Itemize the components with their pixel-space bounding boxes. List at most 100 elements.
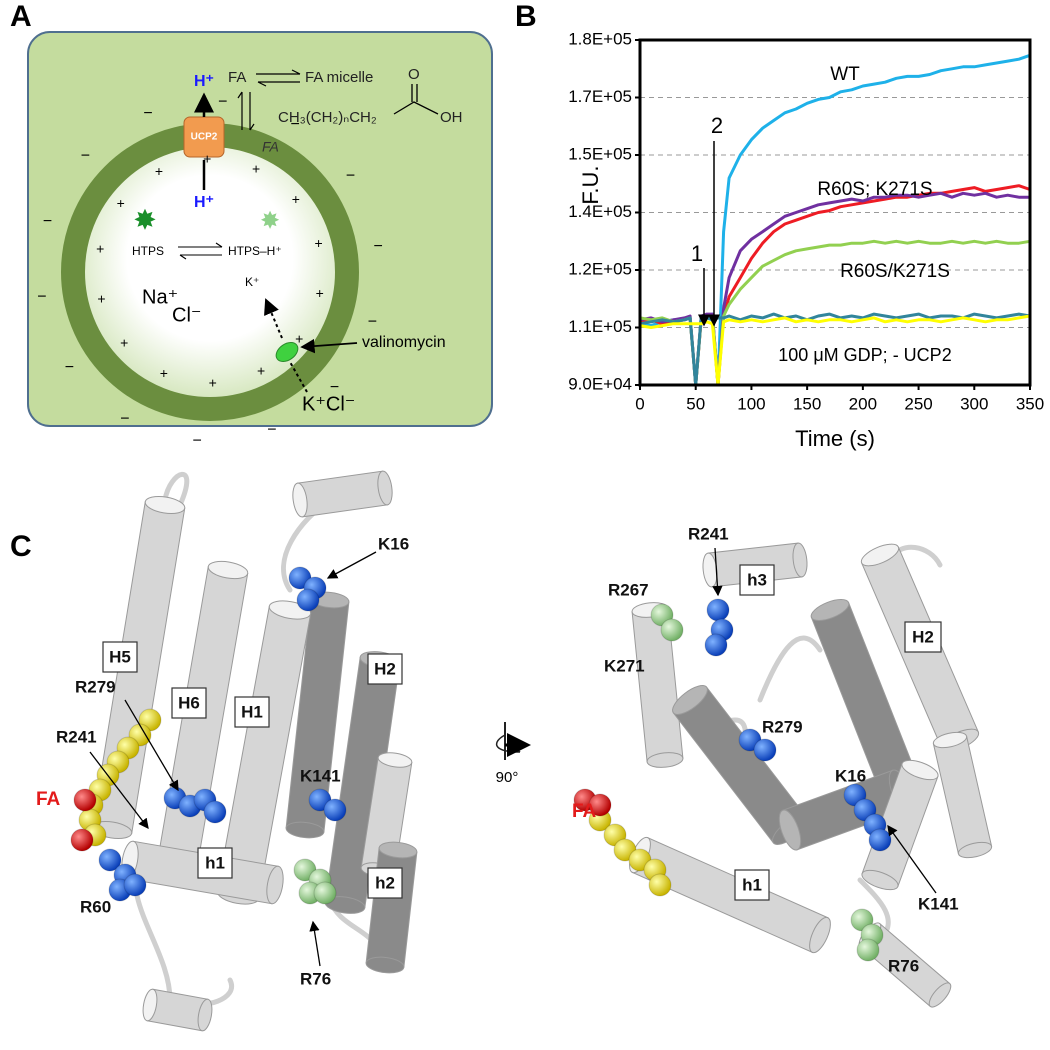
series-label: WT bbox=[830, 64, 860, 85]
proton: H⁺ bbox=[194, 73, 214, 90]
atom bbox=[648, 873, 672, 897]
fa-membrane: FA bbox=[262, 139, 279, 155]
y-axis-label: F.U. bbox=[578, 165, 603, 204]
panel-label: A bbox=[10, 0, 32, 33]
helix-end bbox=[792, 542, 808, 578]
series-label: R60S; K271S bbox=[817, 179, 932, 200]
panel-b: B Time (s) F.U. 9.0E+04 1.1E+05 1.2E+05 1.4… bbox=[515, 0, 1044, 451]
inside-charge: + bbox=[314, 235, 322, 251]
helix-end bbox=[266, 865, 284, 905]
inside-charge: + bbox=[209, 375, 217, 391]
helix-box bbox=[197, 847, 233, 879]
proton: H⁺ bbox=[194, 194, 214, 211]
residue-label: R60 bbox=[80, 897, 111, 916]
residue-label: K141 bbox=[300, 766, 341, 785]
sodium: Na⁺ bbox=[142, 286, 178, 308]
atom bbox=[753, 738, 777, 762]
fa: FA bbox=[228, 69, 246, 86]
inside-charge: + bbox=[316, 285, 324, 301]
helix-end bbox=[810, 599, 850, 621]
residue-label: R279 bbox=[762, 717, 803, 736]
hydroxyl: OH bbox=[440, 109, 463, 126]
inside-charge: + bbox=[295, 330, 303, 346]
helix-label: h1 bbox=[205, 853, 225, 872]
chloride: Cl⁻ bbox=[172, 304, 201, 326]
inside-charge: + bbox=[257, 362, 265, 378]
annotation: 100 μM GDP; - UCP2 bbox=[778, 345, 951, 365]
atom bbox=[868, 828, 892, 852]
residue-label: K141 bbox=[918, 894, 959, 913]
helix-end bbox=[646, 752, 684, 768]
helix-end bbox=[957, 841, 993, 859]
helix-label: H5 bbox=[109, 647, 131, 666]
y-tick-label: 1.8E+05 bbox=[568, 29, 632, 48]
valinomycin: valinomycin bbox=[362, 334, 446, 351]
kcl: K⁺Cl⁻ bbox=[302, 393, 355, 415]
atom bbox=[706, 598, 730, 622]
annotation: 2 bbox=[711, 113, 723, 138]
residue-label: K271 bbox=[604, 656, 645, 675]
potassium: K⁺ bbox=[245, 275, 259, 289]
htps: HTPS bbox=[132, 244, 164, 258]
series-label: R60S/K271S bbox=[840, 261, 950, 282]
inside-charge: + bbox=[292, 191, 300, 207]
outside-charge: − bbox=[373, 238, 382, 255]
helix-end bbox=[928, 982, 952, 1008]
outside-charge: − bbox=[218, 94, 227, 111]
helix-end bbox=[377, 752, 413, 768]
helix-end bbox=[861, 869, 899, 891]
helix-end bbox=[778, 809, 802, 851]
helix-end bbox=[901, 759, 939, 781]
atom bbox=[98, 848, 122, 872]
fa-label: FA bbox=[36, 789, 61, 810]
helix-label: h3 bbox=[747, 570, 767, 589]
y-tick-label: 1.1E+05 bbox=[568, 317, 632, 336]
atom bbox=[856, 938, 880, 962]
htps-h: HTPS–H⁺ bbox=[228, 244, 282, 258]
y-tick-label: 1.7E+05 bbox=[568, 87, 632, 106]
outside-charge: − bbox=[65, 359, 74, 376]
atom bbox=[296, 588, 320, 612]
inside-charge: + bbox=[117, 195, 125, 211]
helix-label: h1 bbox=[742, 875, 762, 894]
outside-charge: − bbox=[290, 116, 299, 133]
outside-charge: − bbox=[37, 288, 46, 305]
residue-label: R241 bbox=[688, 524, 729, 543]
outside-charge: − bbox=[267, 422, 276, 439]
outside-charge: − bbox=[346, 168, 355, 185]
outside-charge: − bbox=[81, 147, 90, 164]
atom bbox=[588, 793, 612, 817]
outside-charge: − bbox=[192, 433, 201, 450]
panel-label: B bbox=[515, 0, 537, 33]
y-tick-label: 1.2E+05 bbox=[568, 259, 632, 278]
residue-label: R76 bbox=[888, 956, 919, 975]
helix-box bbox=[367, 653, 403, 685]
arrow bbox=[89, 751, 149, 830]
helix-label: h2 bbox=[375, 873, 395, 892]
charges: + − + − + − + − + − + − + − + − + − + − + − + − + − + − bbox=[37, 94, 383, 450]
helix-label: H2 bbox=[374, 659, 396, 678]
helix-label: H1 bbox=[241, 702, 263, 721]
helix-end bbox=[207, 560, 249, 580]
panel-label: C bbox=[10, 530, 32, 563]
x-tick-label: 300 bbox=[960, 394, 988, 413]
inside-charge: + bbox=[155, 163, 163, 179]
inside-charge: + bbox=[203, 151, 211, 167]
residue-label: K16 bbox=[378, 534, 409, 553]
arrow bbox=[712, 547, 723, 597]
fa-micelle: FA micelle bbox=[305, 69, 373, 86]
arrow bbox=[309, 920, 321, 967]
helix-end bbox=[197, 998, 213, 1032]
atom bbox=[203, 800, 227, 824]
x-tick-label: 0 bbox=[635, 394, 644, 413]
residue-label: R76 bbox=[300, 969, 331, 988]
helix-end bbox=[809, 916, 831, 954]
helix-end bbox=[672, 685, 708, 715]
loop bbox=[697, 544, 943, 943]
helix-label: H2 bbox=[912, 627, 934, 646]
loop bbox=[132, 471, 383, 1007]
arrow bbox=[326, 551, 377, 579]
x-tick-label: 150 bbox=[793, 394, 821, 413]
inside-charge: + bbox=[252, 161, 260, 177]
y-tick-label: 1.5E+05 bbox=[568, 144, 632, 163]
